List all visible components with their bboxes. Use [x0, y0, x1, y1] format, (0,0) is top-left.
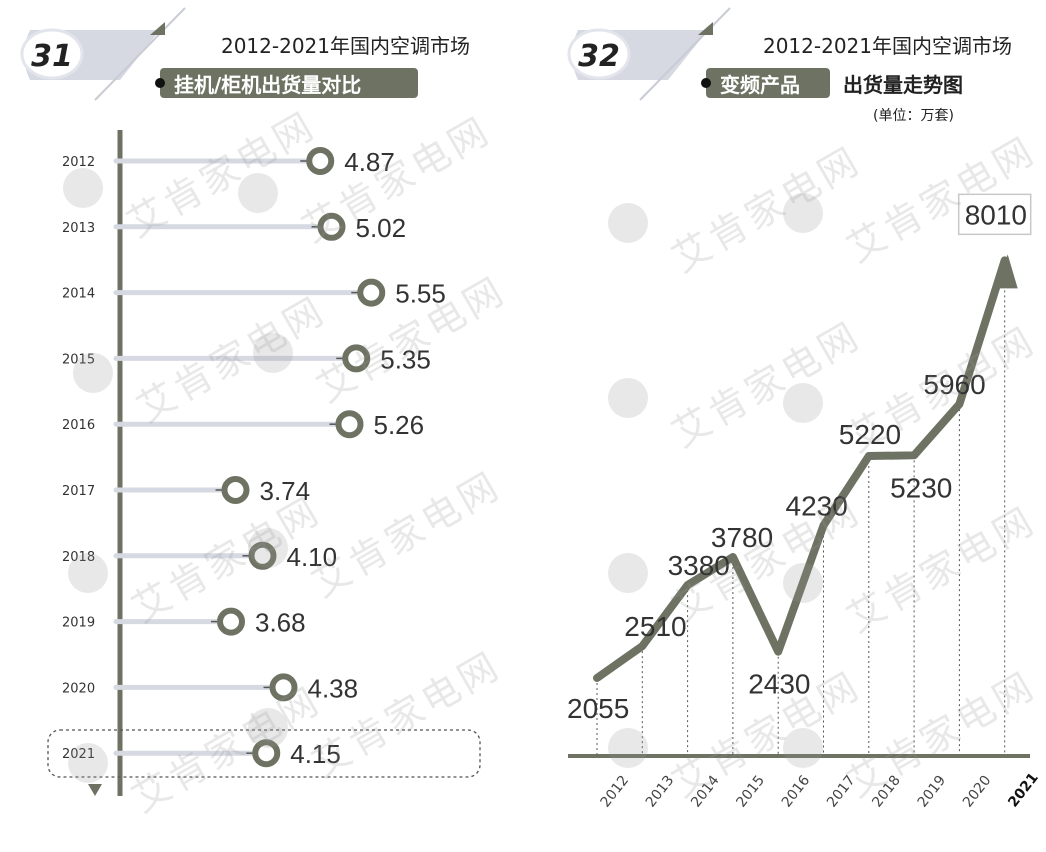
left-year-label: 2013: [62, 221, 95, 236]
right-subtitle-highlight: 变频产品: [720, 73, 800, 97]
right-unit-label: (单位：万套): [873, 108, 954, 124]
right-panel-number: 32: [578, 39, 620, 74]
left-year-label: 2016: [62, 418, 95, 433]
right-value-label: 4230: [786, 490, 848, 521]
left-year-label: 2018: [62, 550, 95, 565]
left-number-badge: [20, 28, 84, 80]
left-panel-header: 31 2012-2021年国内空调市场 挂机/柜机出货量对比: [20, 7, 470, 101]
right-subtitle-pill: [706, 68, 830, 98]
right-panel-header: 32 2012-2021年国内空调市场 变频产品 出货量走势图 (单位：万套): [567, 7, 1012, 124]
right-year-label: 2018: [869, 773, 904, 811]
final-value-box: [957, 193, 1032, 236]
right-value-label: 3380: [668, 550, 730, 581]
left-bar-endpoint: [248, 541, 277, 570]
left-value-label: 3.68: [255, 608, 306, 638]
left-year-label: 2020: [62, 681, 95, 696]
right-value-label: 5960: [923, 369, 985, 400]
left-value-label: 5.55: [395, 279, 446, 309]
right-year-label: 2013: [643, 773, 678, 811]
left-value-label: 5.35: [380, 344, 431, 374]
right-trend-line: [593, 256, 1009, 683]
highlight-row-frame: [47, 729, 481, 778]
right-year-label: 2015: [733, 773, 768, 811]
trend-arrow-icon: [995, 254, 1018, 289]
right-year-label: 2021: [1005, 770, 1042, 811]
right-year-label: 2020: [960, 773, 995, 811]
right-value-label: 2510: [624, 611, 686, 642]
left-value-label: 4.87: [344, 147, 395, 177]
right-subtitle-dot: [701, 78, 711, 88]
left-value-label: 5.26: [374, 410, 425, 440]
left-value-label: 5.02: [356, 213, 407, 243]
right-year-label: 2019: [915, 773, 950, 811]
right-year-label: 2012: [598, 773, 633, 811]
left-header-slash: [94, 7, 186, 101]
left-value-label: 4.10: [287, 542, 338, 572]
left-bar-endpoint: [221, 476, 250, 504]
right-value-label: 2055: [567, 693, 629, 724]
left-bar-endpoint: [317, 212, 346, 241]
left-bar-endpoint: [269, 673, 298, 702]
left-bar-endpoint: [335, 410, 364, 439]
axis-down-arrow-icon: [88, 784, 102, 796]
left-bar-endpoint: [306, 147, 335, 175]
right-subtitle-rest: 出货量走势图: [843, 73, 963, 97]
left-subtitle-pill: [160, 68, 418, 98]
right-header-corner: [698, 22, 713, 35]
left-bar-endpoint: [357, 278, 386, 307]
left-header-corner: [150, 22, 165, 35]
left-bar-endpoint: [342, 344, 371, 373]
left-subtitle-dot: [155, 78, 165, 88]
left-year-label: 2015: [62, 352, 95, 367]
left-year-label: 2014: [62, 287, 95, 302]
left-panel-subtitle: 挂机/柜机出货量对比: [174, 73, 361, 97]
left-year-label: 2012: [62, 155, 95, 170]
right-year-label: 2016: [779, 772, 814, 810]
right-value-label: 5220: [839, 419, 901, 450]
right-value-label: 2430: [748, 669, 810, 700]
left-bar-endpoint: [252, 739, 281, 768]
left-value-label: 4.15: [290, 739, 341, 769]
shipment-comparison-chart: 2012 4.87 2013 5.02 2014 5.55 2015 5.35 2016 5.26…: [47, 130, 481, 796]
left-year-label: 2021: [62, 747, 95, 762]
left-year-label: 2017: [62, 484, 95, 499]
right-value-label: 3780: [711, 522, 773, 553]
left-value-label: 3.74: [260, 476, 311, 506]
left-value-label: 4.38: [308, 673, 359, 703]
left-panel-number: 31: [31, 39, 73, 74]
left-bar-endpoint: [217, 607, 245, 636]
left-year-label: 2019: [62, 616, 95, 631]
right-header-slash: [639, 7, 731, 101]
right-value-label: 8010: [965, 199, 1027, 230]
right-value-label: 5230: [890, 472, 952, 503]
right-year-label: 2014: [688, 772, 723, 810]
left-panel-title: 2012-2021年国内空调市场: [221, 34, 470, 58]
right-panel-title: 2012-2021年国内空调市场: [763, 34, 1012, 58]
right-year-label: 2017: [824, 773, 859, 811]
right-number-badge: [567, 28, 631, 80]
